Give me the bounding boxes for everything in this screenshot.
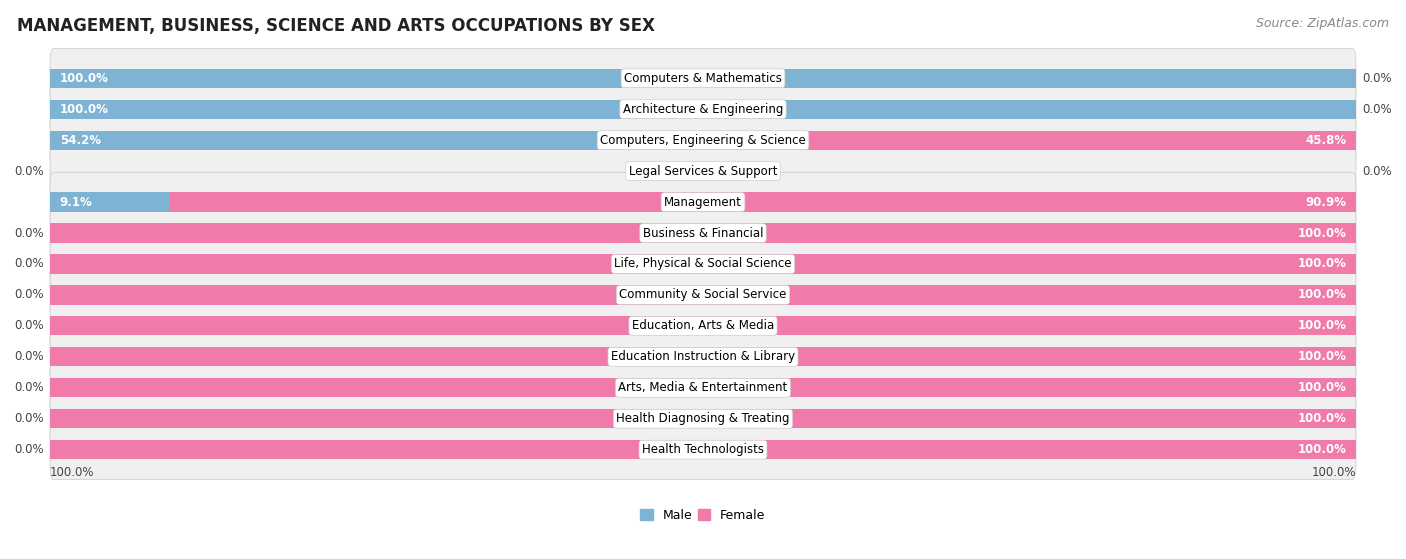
Bar: [51, 347, 1355, 366]
FancyBboxPatch shape: [51, 141, 1355, 201]
Text: Arts, Media & Entertainment: Arts, Media & Entertainment: [619, 381, 787, 394]
Text: 0.0%: 0.0%: [1362, 103, 1392, 116]
Text: 54.2%: 54.2%: [60, 134, 101, 146]
Text: 0.0%: 0.0%: [14, 350, 44, 363]
Text: 100.0%: 100.0%: [1298, 319, 1346, 333]
Text: 100.0%: 100.0%: [1298, 226, 1346, 239]
Text: 0.0%: 0.0%: [1362, 164, 1392, 178]
Text: Life, Physical & Social Science: Life, Physical & Social Science: [614, 258, 792, 271]
Text: 100.0%: 100.0%: [1298, 381, 1346, 394]
Bar: [51, 378, 1355, 397]
Text: Education Instruction & Library: Education Instruction & Library: [612, 350, 794, 363]
FancyBboxPatch shape: [51, 296, 1355, 356]
FancyBboxPatch shape: [51, 172, 1355, 232]
FancyBboxPatch shape: [51, 49, 1355, 108]
FancyBboxPatch shape: [51, 420, 1355, 480]
FancyBboxPatch shape: [51, 358, 1355, 418]
Text: 0.0%: 0.0%: [14, 319, 44, 333]
Bar: [51, 224, 1355, 243]
Text: Management: Management: [664, 196, 742, 209]
Text: 100.0%: 100.0%: [60, 103, 108, 116]
Text: 100.0%: 100.0%: [1298, 288, 1346, 301]
Text: Health Technologists: Health Technologists: [643, 443, 763, 456]
Bar: [51, 409, 1355, 428]
Text: Business & Financial: Business & Financial: [643, 226, 763, 239]
Bar: [51, 316, 1355, 335]
FancyBboxPatch shape: [51, 265, 1355, 325]
FancyBboxPatch shape: [51, 79, 1355, 139]
Text: Education, Arts & Media: Education, Arts & Media: [631, 319, 775, 333]
Bar: [51, 69, 1355, 88]
Text: 90.9%: 90.9%: [1305, 196, 1346, 209]
Text: 100.0%: 100.0%: [51, 466, 94, 480]
Text: 100.0%: 100.0%: [1298, 443, 1346, 456]
Bar: [51, 192, 169, 212]
Text: 0.0%: 0.0%: [14, 288, 44, 301]
Bar: [51, 440, 1355, 459]
FancyBboxPatch shape: [51, 327, 1355, 386]
Text: Community & Social Service: Community & Social Service: [619, 288, 787, 301]
Text: 45.8%: 45.8%: [1305, 134, 1346, 146]
Text: 0.0%: 0.0%: [14, 164, 44, 178]
Bar: [169, 192, 1355, 212]
Text: 100.0%: 100.0%: [1298, 412, 1346, 425]
Bar: [758, 131, 1355, 150]
Text: Computers, Engineering & Science: Computers, Engineering & Science: [600, 134, 806, 146]
Text: 0.0%: 0.0%: [14, 381, 44, 394]
Text: 100.0%: 100.0%: [1312, 466, 1355, 480]
Bar: [51, 100, 1355, 119]
Text: 0.0%: 0.0%: [1362, 72, 1392, 85]
Text: 0.0%: 0.0%: [14, 258, 44, 271]
Text: Legal Services & Support: Legal Services & Support: [628, 164, 778, 178]
FancyBboxPatch shape: [51, 234, 1355, 293]
Text: 0.0%: 0.0%: [14, 443, 44, 456]
Bar: [51, 254, 1355, 273]
FancyBboxPatch shape: [51, 111, 1355, 170]
Text: 0.0%: 0.0%: [14, 412, 44, 425]
Text: Source: ZipAtlas.com: Source: ZipAtlas.com: [1256, 17, 1389, 30]
Text: MANAGEMENT, BUSINESS, SCIENCE AND ARTS OCCUPATIONS BY SEX: MANAGEMENT, BUSINESS, SCIENCE AND ARTS O…: [17, 17, 655, 35]
Text: Architecture & Engineering: Architecture & Engineering: [623, 103, 783, 116]
Text: 0.0%: 0.0%: [14, 226, 44, 239]
Text: 100.0%: 100.0%: [60, 72, 108, 85]
Bar: [51, 131, 758, 150]
Text: Health Diagnosing & Treating: Health Diagnosing & Treating: [616, 412, 790, 425]
Bar: [51, 285, 1355, 305]
Legend: Male, Female: Male, Female: [636, 504, 770, 527]
Text: 100.0%: 100.0%: [1298, 350, 1346, 363]
FancyBboxPatch shape: [51, 203, 1355, 263]
Text: 9.1%: 9.1%: [60, 196, 93, 209]
Text: 100.0%: 100.0%: [1298, 258, 1346, 271]
Text: Computers & Mathematics: Computers & Mathematics: [624, 72, 782, 85]
FancyBboxPatch shape: [51, 389, 1355, 448]
